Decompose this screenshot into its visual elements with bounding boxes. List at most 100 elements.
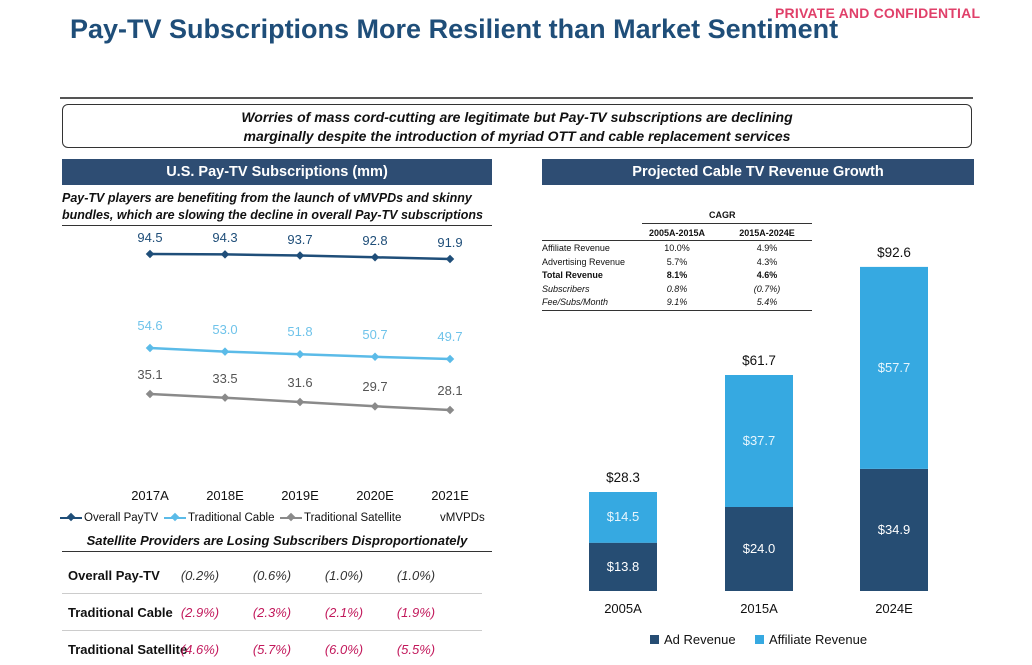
data-label-cable: 49.7 [437,329,463,344]
x-tick-label: 2019E [281,488,319,503]
cagr-row-label: Subscribers [542,283,590,294]
title-divider [60,97,973,99]
table-row: Traditional Satellite (4.6%) (5.7%) (6.0%) (… [62,634,482,664]
data-label-cable: 50.7 [362,327,388,342]
data-label-overall: 94.5 [137,230,163,245]
subtitle-line-2: bundles, which are slowing the decline i… [62,207,483,222]
point-cable [370,352,380,362]
bar-value-label: $14.5 [606,509,640,524]
table-title-divider [62,551,492,552]
data-label-satellite: 29.7 [362,379,388,394]
point-overall [220,250,230,259]
table-row-label: Overall Pay-TV [68,568,160,583]
line-satellite [149,392,451,412]
table-row-label: Traditional Cable [68,605,173,620]
point-cable [220,347,230,356]
confidential-label: PRIVATE AND CONFIDENTIAL [775,5,981,21]
table-title: Satellite Providers are Losing Subscribe… [86,533,468,548]
legend-ad-label: Ad Revenue [664,632,736,647]
cagr-cell: 4.9% [756,243,778,253]
table-cell: (6.0%) [324,642,364,657]
legend-cable-label: Traditional Cable [188,512,275,524]
cagr-title: CAGR [709,210,736,220]
data-label-overall: 93.7 [287,232,313,247]
callout-line-2: marginally despite the introduction of m… [243,128,791,144]
bar-value-label: $13.8 [606,559,640,574]
point-overall [370,253,380,262]
cagr-header-rule [542,240,812,241]
left-panel-heading: U.S. Pay-TV Subscriptions (mm) [62,159,492,185]
table-row-divider [62,593,482,594]
table-cell: (5.7%) [252,642,292,657]
cagr-cell: 5.7% [666,256,688,267]
point-satellite [220,393,230,402]
x-tick-label: 2005A [604,601,642,616]
cagr-cell: 8.1% [666,270,688,280]
data-label-overall: 92.8 [362,233,388,248]
data-label-satellite: 33.5 [212,371,238,386]
legend-cable-marker [164,512,186,522]
legend-ad-swatch [650,635,659,644]
x-tick-label: 2021E [431,488,469,503]
line-chart-legend: Overall PayTV Traditional Cable Traditio… [60,512,500,530]
cagr-row-label: Total Revenue [542,270,603,280]
legend-affiliate-revenue: Affiliate Revenue [755,632,867,647]
legend-affiliate-label: Affiliate Revenue [769,632,868,647]
point-satellite [370,402,380,411]
line-overall [149,252,451,261]
x-tick-label: 2018E [206,488,244,503]
data-label-satellite: 31.6 [287,375,313,390]
table-cell: (2.3%) [252,605,292,620]
right-panel-heading: Projected Cable TV Revenue Growth [542,159,974,185]
legend-vmvpds: vMVPDs [440,512,485,524]
data-label-satellite: 28.1 [437,383,463,398]
table-cell: (2.1%) [324,605,364,620]
table-cell: (0.6%) [252,568,292,583]
cagr-table: CAGR 2005A-2015A 2015A-2024E Affiliate R… [542,210,822,315]
point-overall [295,251,305,260]
legend-overall: Overall PayTV [60,512,158,524]
x-tick-label: 2024E [875,601,913,616]
table-row-divider [62,630,482,631]
bar-value-label: $57.7 [877,360,911,375]
cagr-col-1: 2005A-2015A [648,228,706,238]
point-satellite [445,405,455,415]
x-tick-label: 2017A [131,488,169,503]
x-tick-label: 2015A [740,601,778,616]
cagr-cell: 4.6% [756,270,778,280]
cagr-cell: 4.3% [756,256,778,267]
cagr-bottom-rule [542,310,812,311]
data-label-cable: 51.8 [287,324,313,339]
point-cable [145,343,155,353]
legend-satellite-marker [280,512,302,522]
table-cell: (1.0%) [324,568,364,583]
table-row: Overall Pay-TV (0.2%) (0.6%) (1.0%) (1.0%) [62,560,482,590]
point-overall [445,254,455,264]
point-overall [145,249,155,259]
legend-satellite: Traditional Satellite [280,512,401,524]
callout-box: Worries of mass cord-cutting are legitim… [62,104,972,148]
table-cell: (1.9%) [396,605,436,620]
data-label-satellite: 35.1 [137,367,163,382]
cagr-row-label: Fee/Subs/Month [542,297,609,307]
cagr-row-label: Advertising Revenue [542,256,626,267]
bar-value-label: $34.9 [877,522,911,537]
subtitle-line-1: Pay-TV players are benefiting from the l… [62,191,472,205]
cagr-cell: 9.1% [666,297,688,307]
callout-line-1: Worries of mass cord-cutting are legitim… [241,109,793,125]
legend-satellite-label: Traditional Satellite [304,512,402,524]
page-title: Pay-TV Subscriptions More Resilient than… [70,14,839,44]
table-cell: (2.9%) [180,605,220,620]
bar-value-label: $24.0 [742,541,776,556]
left-panel-subtitle: Pay-TV players are benefiting from the l… [62,190,492,223]
cagr-row-label: Affiliate Revenue [542,243,610,253]
subtitle-divider [62,225,492,226]
table-row: Traditional Cable (2.9%) (2.3%) (2.1%) (1.9%… [62,597,482,627]
bar-value-label: $37.7 [742,433,776,448]
legend-affiliate-swatch [755,635,764,644]
table-cell: (5.5%) [396,642,436,657]
x-tick-label: 2020E [356,488,394,503]
cagr-title-rule [642,223,812,224]
legend-cable: Traditional Cable [164,512,275,524]
bar-total-label: $92.6 [877,245,911,260]
